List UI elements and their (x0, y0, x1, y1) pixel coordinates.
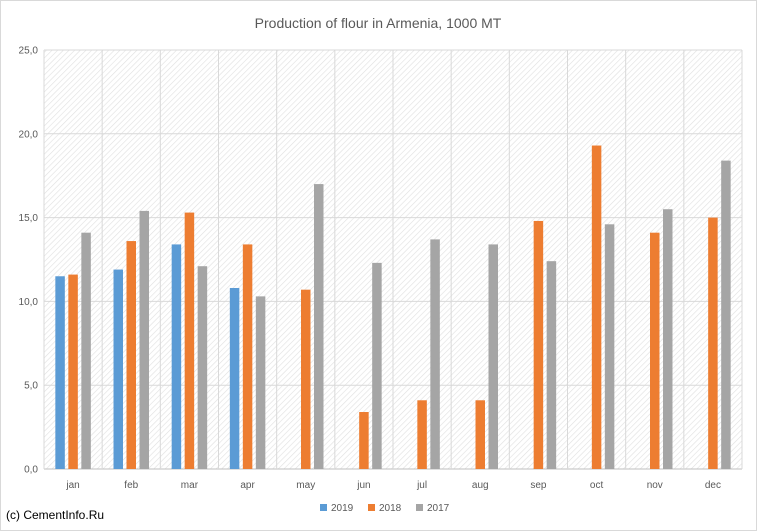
bar-2018-sep (533, 220, 544, 469)
bars (55, 145, 731, 470)
x-tick-label: sep (530, 480, 547, 491)
bar-2017-dec (721, 160, 731, 469)
bar-2019-feb (113, 269, 123, 469)
x-tick-label: jul (416, 480, 427, 491)
bar-2019-apr (229, 287, 240, 469)
legend-swatch (320, 504, 327, 511)
bar-2019-jan (55, 276, 65, 469)
x-tick-label: feb (124, 480, 138, 491)
gridlines (43, 49, 743, 470)
x-tick-label: apr (240, 480, 255, 491)
bar-2018-aug (475, 400, 485, 469)
bar-2017-jan (81, 232, 91, 469)
chart-title: Production of flour in Armenia, 1000 MT (255, 15, 502, 31)
x-tick-label: jun (356, 480, 370, 491)
y-tick-label: 10,0 (19, 297, 39, 308)
legend: 2019 2018 2017 (320, 503, 450, 514)
bar-2018-apr (242, 244, 253, 469)
bar-2018-jul (417, 400, 427, 469)
bar-2018-nov (650, 232, 660, 469)
bar-2017-sep (546, 261, 557, 469)
bar-2018-may (301, 289, 311, 469)
y-tick-label: 15,0 (19, 213, 39, 224)
bar-2017-jun (372, 262, 382, 469)
bar-2017-nov (663, 209, 673, 469)
x-tick-label: nov (647, 480, 663, 491)
axes: 0,0 5,0 10,0 15,0 20,0 25,0 jan feb mar apr may jun… (19, 46, 721, 492)
x-tick-label: dec (705, 480, 721, 491)
legend-swatch (416, 504, 423, 511)
bar-2018-feb (126, 241, 136, 469)
bar-2018-mar (184, 212, 195, 469)
bar-2018-jan (68, 274, 78, 469)
bar-2017-may (314, 184, 324, 469)
x-tick-label: jan (65, 480, 79, 491)
x-tick-label: oct (590, 480, 604, 491)
bar-2017-oct (604, 224, 615, 469)
y-tick-label: 0,0 (24, 465, 38, 476)
x-tick-label: mar (181, 480, 199, 491)
legend-label: 2017 (427, 503, 450, 514)
bar-2017-feb (139, 210, 149, 469)
y-tick-label: 5,0 (24, 381, 38, 392)
bar-2018-dec (708, 217, 718, 469)
bar-2017-apr (255, 296, 266, 469)
bar-2018-oct (591, 145, 602, 470)
bar-2017-jul (430, 239, 440, 469)
legend-label: 2018 (379, 503, 402, 514)
x-tick-label: may (296, 480, 315, 491)
bar-2018-jun (359, 412, 369, 469)
x-tick-label: aug (472, 480, 489, 491)
legend-swatch (368, 504, 375, 511)
source-credit: (c) CementInfo.Ru (6, 508, 105, 522)
bar-2017-mar (197, 266, 208, 469)
bar-2019-mar (171, 244, 182, 469)
y-tick-label: 20,0 (19, 129, 39, 140)
bar-2017-aug (488, 244, 498, 469)
legend-label: 2019 (331, 503, 354, 514)
y-tick-label: 25,0 (19, 46, 39, 57)
